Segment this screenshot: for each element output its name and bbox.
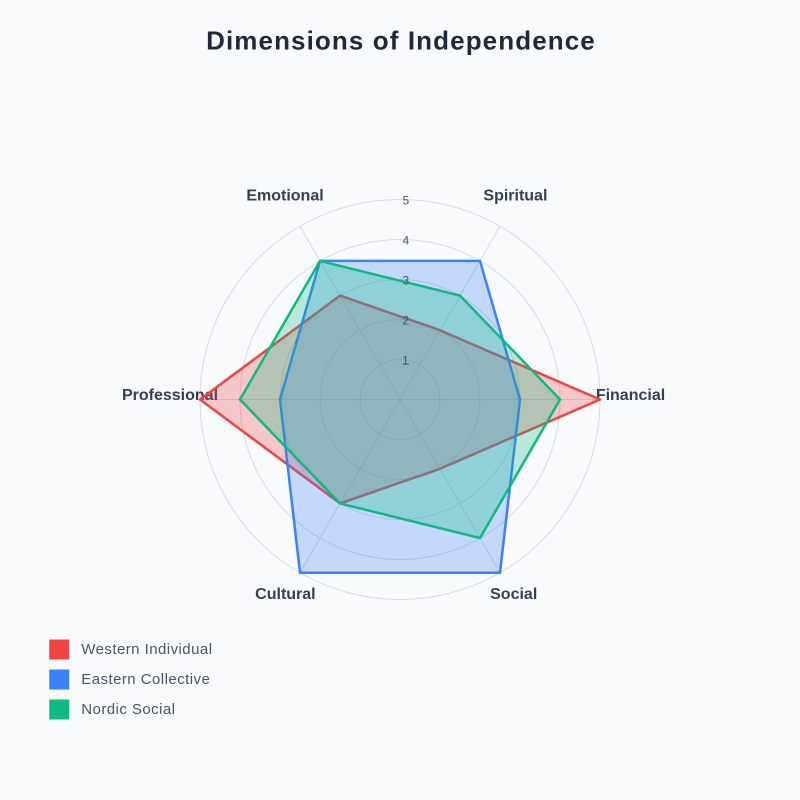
svg-text:Cultural: Cultural bbox=[255, 586, 315, 603]
svg-text:Western Individual: Western Individual bbox=[81, 641, 212, 658]
svg-text:Spiritual: Spiritual bbox=[483, 188, 547, 205]
svg-text:3: 3 bbox=[402, 274, 409, 288]
svg-text:4: 4 bbox=[402, 234, 409, 248]
svg-text:Professional: Professional bbox=[122, 387, 218, 404]
svg-text:Financial: Financial bbox=[596, 387, 665, 404]
svg-text:Social: Social bbox=[490, 586, 537, 603]
svg-text:2: 2 bbox=[402, 314, 409, 328]
svg-text:Dimensions of Independence: Dimensions of Independence bbox=[206, 25, 596, 55]
svg-text:Nordic Social: Nordic Social bbox=[81, 701, 175, 718]
svg-text:5: 5 bbox=[402, 194, 409, 208]
svg-text:Emotional: Emotional bbox=[246, 188, 323, 205]
svg-text:Eastern Collective: Eastern Collective bbox=[81, 671, 210, 688]
svg-text:1: 1 bbox=[402, 354, 409, 368]
